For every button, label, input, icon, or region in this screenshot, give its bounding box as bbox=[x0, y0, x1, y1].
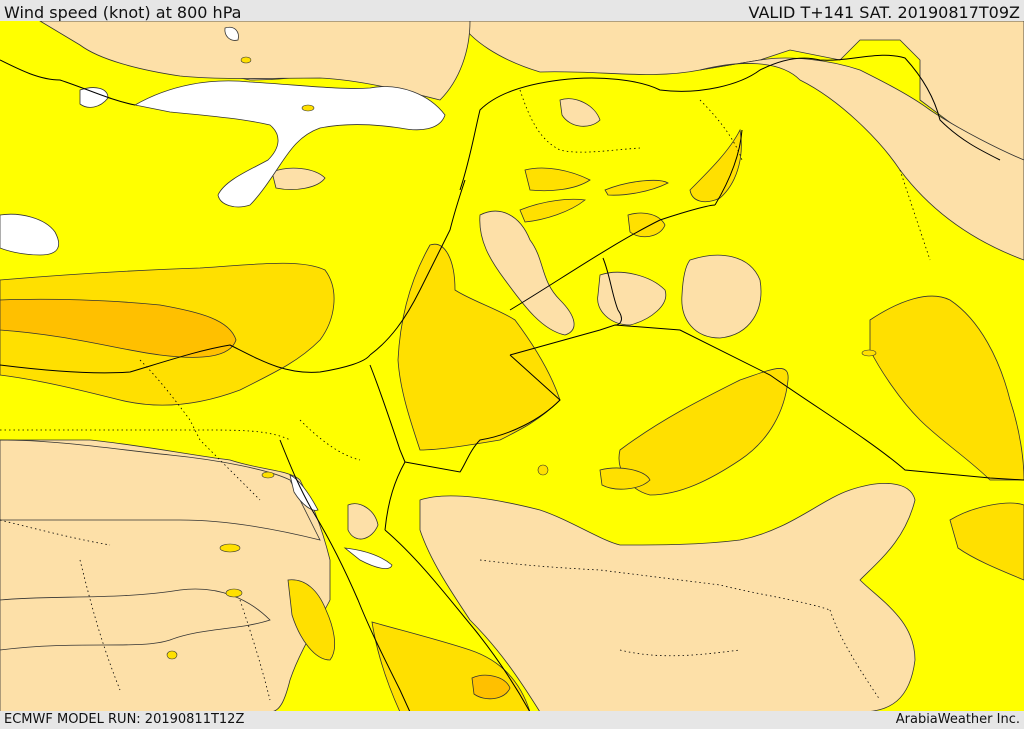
wind-fill-tan bbox=[0, 21, 1024, 712]
boundaries-solid bbox=[369, 54, 1024, 531]
footer-bar: ECMWF MODEL RUN: 20190811T12Z ArabiaWeat… bbox=[0, 711, 1024, 729]
credit: ArabiaWeather Inc. bbox=[895, 712, 1020, 727]
coastlines bbox=[0, 59, 531, 712]
wind-speed-map bbox=[0, 21, 1024, 712]
header-bar: Wind speed (knot) at 800 hPa VALID T+141… bbox=[0, 0, 1024, 22]
valid-time: VALID T+141 SAT. 20190817T09Z bbox=[748, 3, 1020, 22]
wind-fill-orange bbox=[0, 298, 511, 700]
no-data-white bbox=[0, 26, 446, 570]
map-title: Wind speed (knot) at 800 hPa bbox=[4, 3, 242, 22]
boundaries-dotted bbox=[0, 89, 931, 701]
model-run: ECMWF MODEL RUN: 20190811T12Z bbox=[4, 712, 245, 727]
wind-fill-gold bbox=[0, 128, 1024, 712]
islands bbox=[166, 56, 877, 660]
